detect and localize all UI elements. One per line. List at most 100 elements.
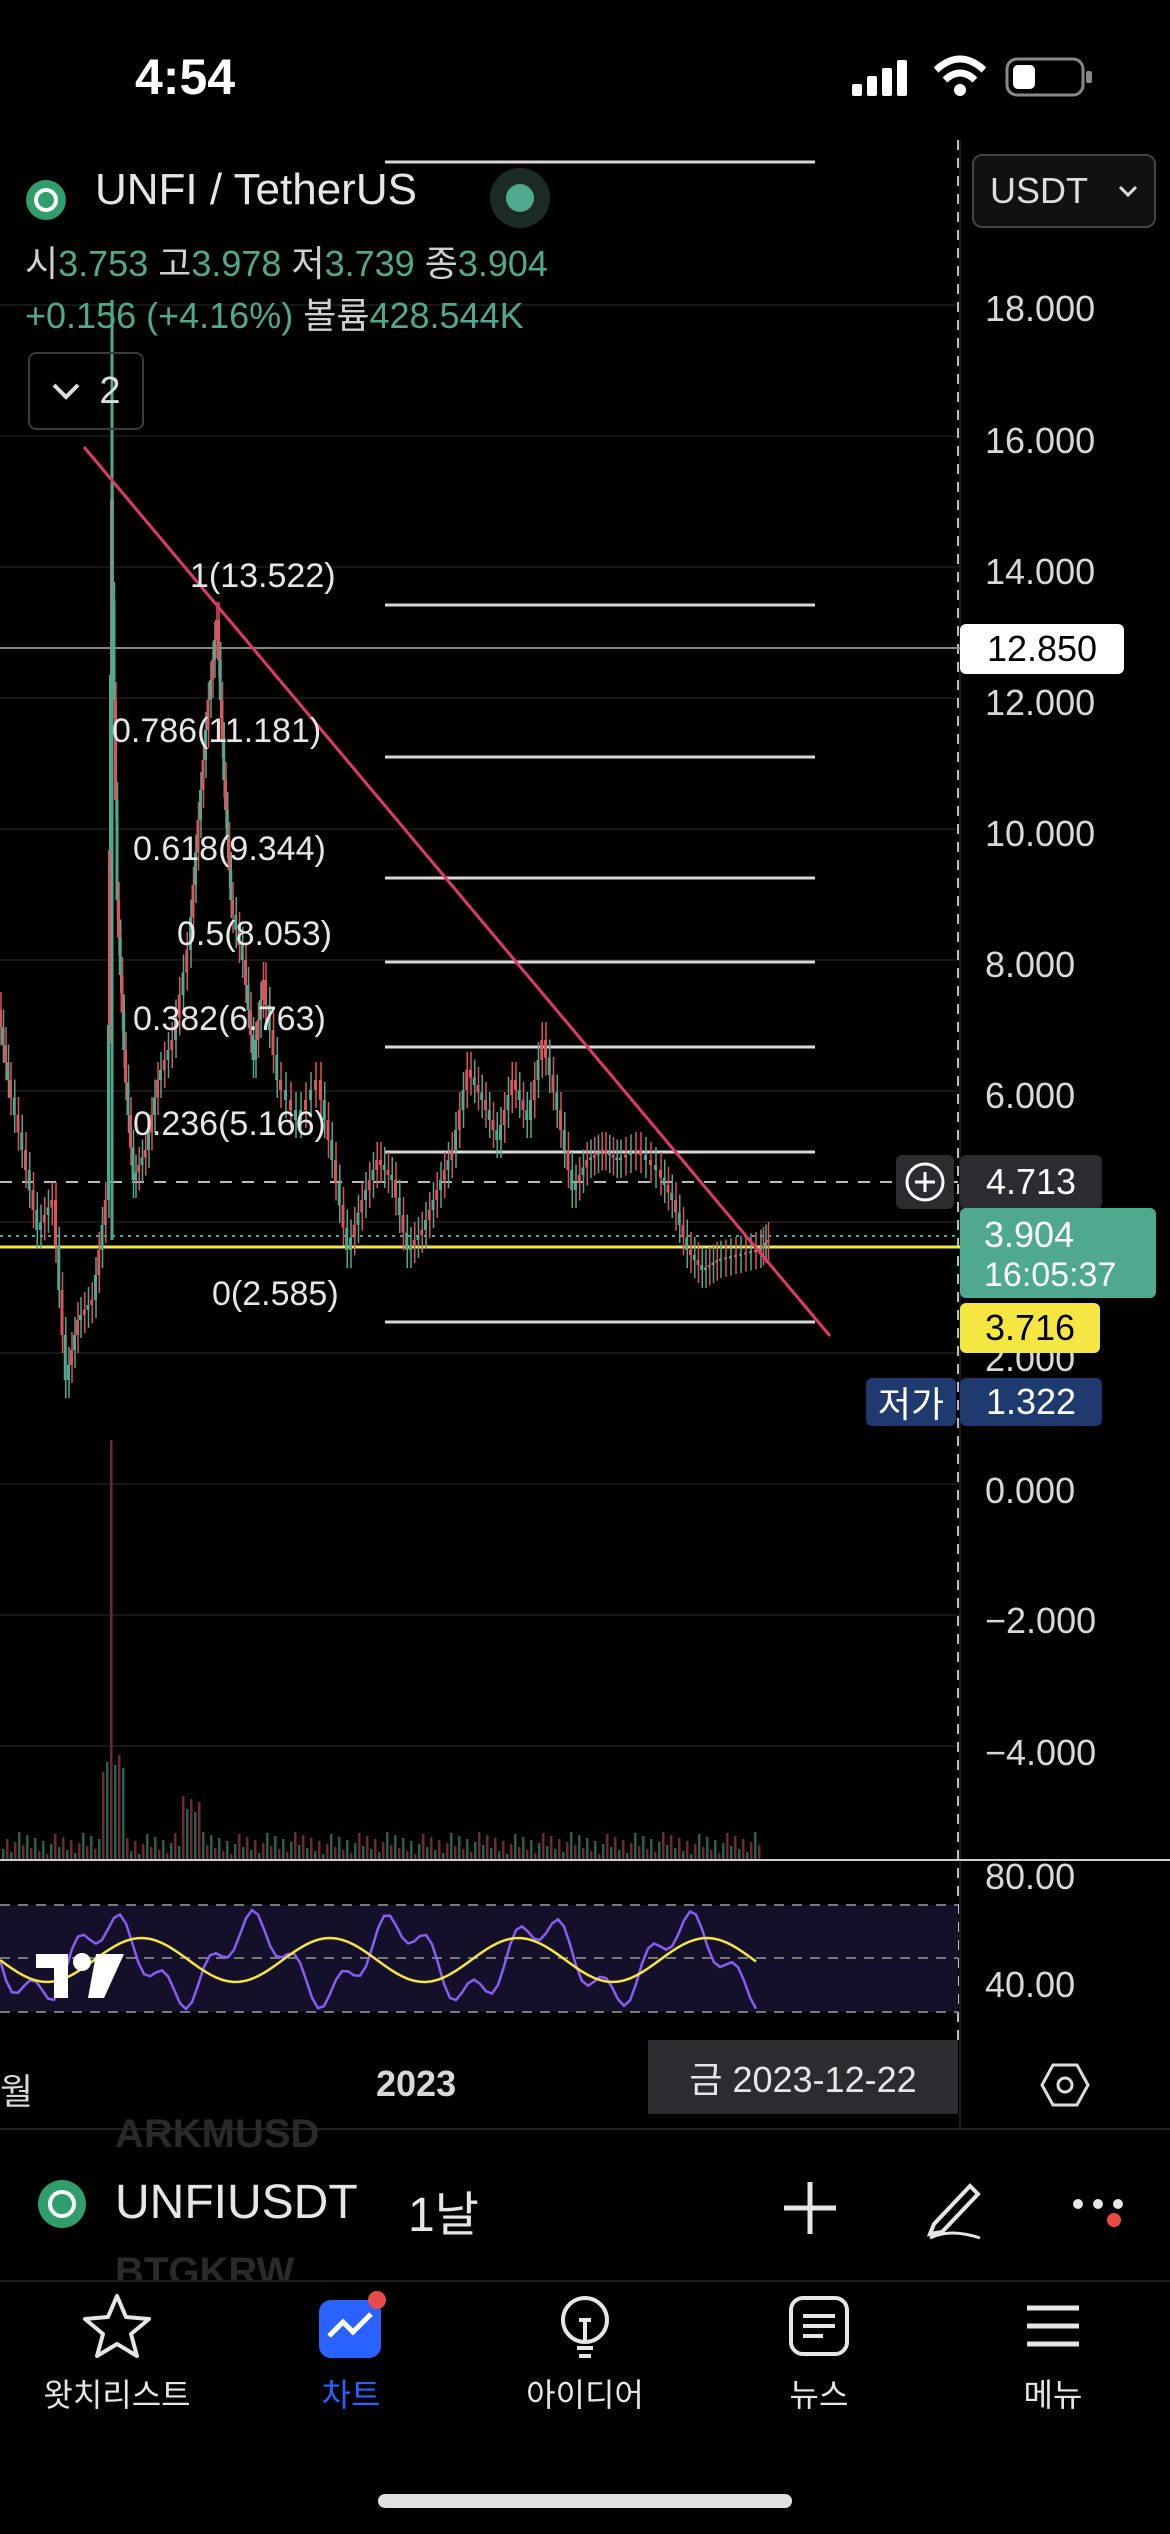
nav-label: 메뉴 — [1023, 2377, 1083, 2413]
candle-body — [4, 1045, 7, 1063]
volume-bar — [742, 1839, 745, 1860]
volume-bar — [46, 1854, 49, 1860]
volume-bar — [410, 1841, 413, 1860]
volume-bar — [378, 1852, 381, 1860]
nav-chart[interactable]: 차트 — [234, 2290, 468, 2416]
candle-body — [124, 1050, 127, 1083]
volume-bar — [530, 1840, 533, 1860]
volume-value: 428.544K — [369, 295, 524, 336]
volume-bar — [250, 1850, 253, 1860]
candle-body — [112, 600, 116, 700]
candle-body — [629, 1152, 632, 1155]
volume-bar — [262, 1843, 265, 1860]
candle-body — [224, 780, 227, 810]
volume-bar — [462, 1849, 465, 1860]
volume-bar — [486, 1835, 489, 1860]
candle-body — [711, 1262, 715, 1265]
candle-body — [117, 900, 120, 938]
nav-watchlist[interactable]: 왓치리스트 — [0, 2290, 234, 2416]
candle-body — [540, 1040, 544, 1060]
candle-body — [129, 1115, 132, 1148]
candle-body — [39, 1222, 42, 1230]
add-alert-button[interactable] — [896, 1155, 954, 1209]
volume-bar — [638, 1846, 641, 1860]
candle-body — [654, 1165, 657, 1170]
volume-bar — [198, 1802, 201, 1860]
price-tick: 6.000 — [985, 1075, 1076, 1116]
candle-body — [401, 1215, 405, 1233]
volume-bar — [314, 1851, 317, 1860]
volume-bar — [286, 1852, 289, 1860]
volume-bar — [358, 1833, 361, 1860]
tradingview-logo — [32, 1948, 128, 2009]
nav-news[interactable]: 뉴스 — [702, 2290, 936, 2416]
price-tick: 12.000 — [985, 682, 1096, 723]
volume-bar — [302, 1835, 305, 1860]
volume-bar — [606, 1834, 609, 1860]
currency-value: USDT — [990, 170, 1088, 211]
price-tick: 8.000 — [985, 944, 1076, 985]
candle-body — [499, 1125, 502, 1140]
rsi-ma-line — [0, 1936, 757, 1984]
candle-body — [170, 1040, 174, 1050]
candle-body — [114, 700, 117, 800]
volume-bar — [734, 1836, 737, 1860]
interval-selector[interactable]: 1날 — [408, 2189, 479, 2242]
volume-bar — [422, 1834, 425, 1860]
high-label: 고 — [158, 243, 192, 284]
volume-bar — [58, 1847, 61, 1860]
drawing-tool-icon[interactable] — [920, 2172, 990, 2247]
volume-bar — [438, 1840, 441, 1860]
chevron-down-icon — [1118, 185, 1138, 198]
candle-body — [240, 945, 244, 960]
more-options-icon[interactable] — [1070, 2190, 1136, 2235]
candle-body — [196, 820, 200, 853]
candle-body — [405, 1232, 409, 1250]
currency-select[interactable]: USDT — [972, 154, 1156, 228]
volume-bar — [82, 1833, 85, 1860]
volume-bar — [562, 1852, 565, 1860]
rsi-tick: 40.00 — [985, 1964, 1076, 2005]
candle-body — [724, 1257, 727, 1260]
volume-bar — [142, 1844, 145, 1860]
nav-menu[interactable]: 메뉴 — [936, 2290, 1170, 2416]
candle-body — [431, 1200, 435, 1210]
symbol-title[interactable]: UNFI / TetherUS — [95, 165, 417, 214]
candle-body — [689, 1250, 692, 1255]
nav-ideas[interactable]: 아이디어 — [468, 2290, 702, 2416]
candle-body — [674, 1200, 677, 1213]
candle-body — [204, 730, 207, 760]
candle-body — [685, 1237, 689, 1250]
volume-bar — [578, 1835, 581, 1860]
candle-body — [644, 1155, 647, 1160]
volume-bar — [114, 1765, 117, 1860]
candle-body — [659, 1170, 662, 1178]
volume-bar — [342, 1850, 345, 1860]
volume-bar — [350, 1853, 353, 1860]
candle-body — [532, 1080, 536, 1100]
candle-body — [334, 1160, 337, 1183]
indicator-collapse-button[interactable]: 2 — [28, 352, 144, 430]
candle-body — [9, 1080, 12, 1098]
volume-bar — [490, 1848, 493, 1860]
candle-body — [461, 1090, 465, 1110]
volume-bar — [726, 1833, 729, 1860]
candle-body — [289, 1100, 292, 1110]
candle-body — [211, 660, 214, 680]
volume-bar — [614, 1837, 617, 1860]
candle-body — [225, 810, 229, 840]
volume-bar — [150, 1847, 153, 1860]
horizontal-line-price-tag[interactable]: 12.850 — [960, 624, 1124, 674]
candle-body — [681, 1225, 685, 1238]
chart-settings-icon[interactable] — [1040, 2062, 1090, 2113]
candle-body — [589, 1157, 592, 1160]
price-chart[interactable] — [0, 140, 1170, 2130]
price-tick: 16.000 — [985, 420, 1096, 461]
candle-body — [79, 1315, 82, 1320]
candle-body — [251, 1035, 255, 1060]
add-icon[interactable] — [780, 2178, 840, 2243]
rsi-tick: 80.00 — [985, 1856, 1076, 1897]
yellow-line-price-tag[interactable]: 3.716 — [960, 1303, 1100, 1353]
symbol-selector[interactable]: UNFIUSDT — [115, 2176, 358, 2229]
candle-body — [424, 1220, 427, 1230]
